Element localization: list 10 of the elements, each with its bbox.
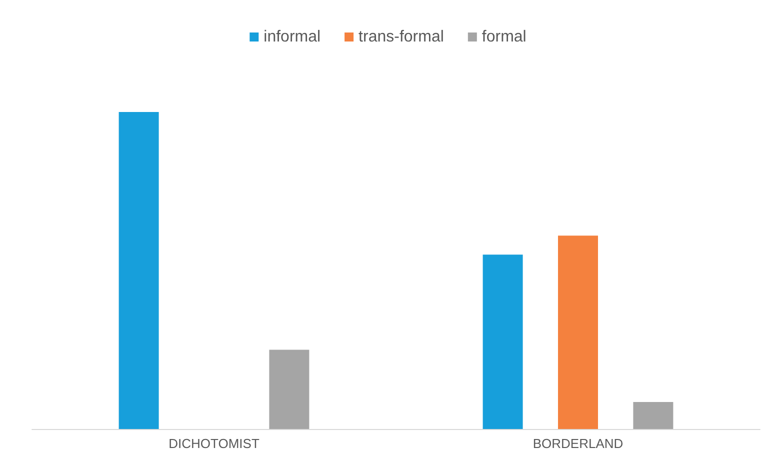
bar <box>558 236 598 429</box>
bar <box>482 254 523 429</box>
bar <box>269 350 310 429</box>
bar <box>118 112 159 429</box>
legend-label: informal <box>264 28 321 46</box>
bar <box>633 402 674 429</box>
x-tick-label: BORDERLAND <box>532 436 624 451</box>
legend-label: trans-formal <box>358 28 444 46</box>
legend-label: formal <box>482 28 526 46</box>
x-tick-label: DICHOTOMIST <box>168 436 260 451</box>
